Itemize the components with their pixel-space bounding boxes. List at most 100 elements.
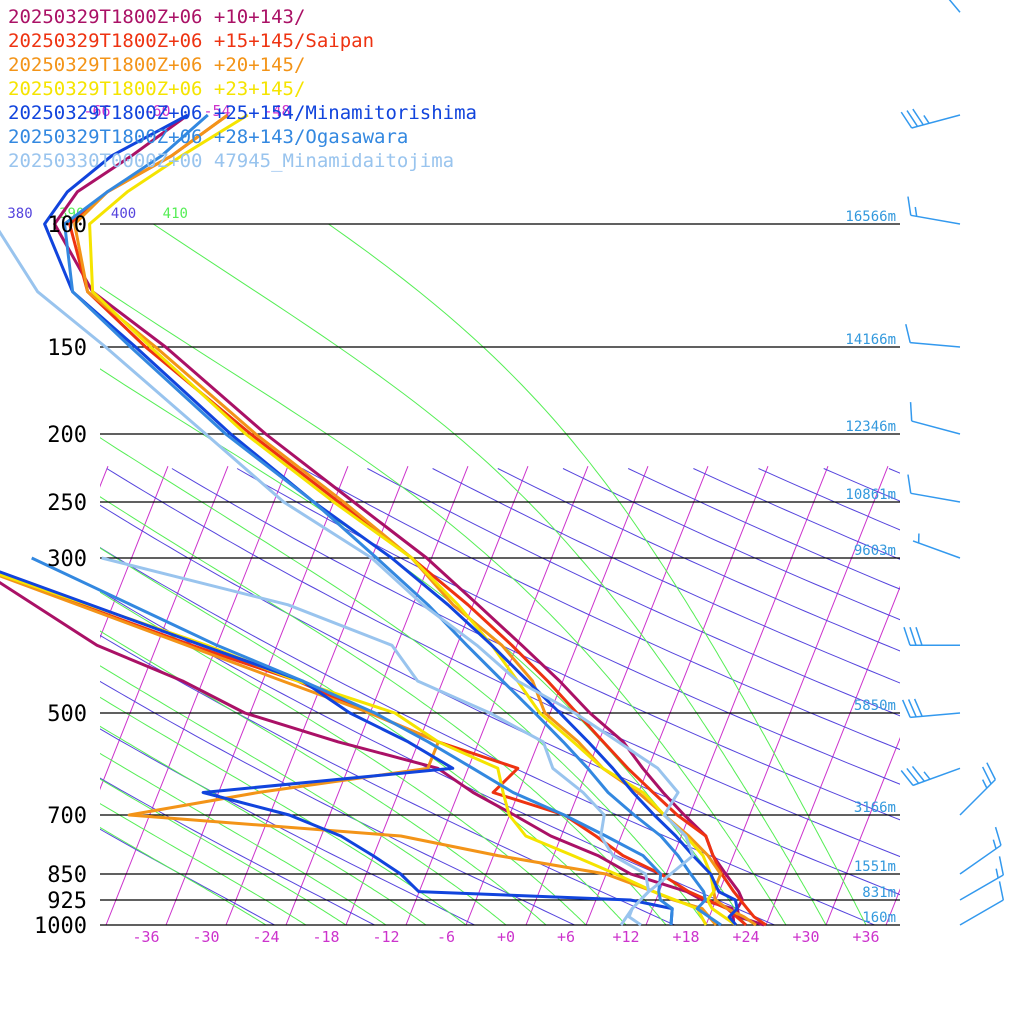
temp-axis-label: +12 bbox=[612, 928, 639, 946]
dry-adiabat-line bbox=[100, 680, 575, 925]
height-label: 12346m bbox=[845, 419, 896, 435]
isotherm-line bbox=[1006, 466, 1024, 925]
pressure-label: 250 bbox=[47, 491, 87, 516]
wind-barbs bbox=[900, 0, 1005, 926]
height-label: 14166m bbox=[845, 332, 896, 348]
dry-adiabat-line bbox=[100, 777, 375, 925]
wind-barb bbox=[909, 402, 961, 435]
pressure-label: 500 bbox=[47, 702, 87, 727]
isotherm-line bbox=[100, 465, 169, 639]
temp-axis-label: +24 bbox=[732, 928, 759, 946]
dewpoint-line bbox=[101, 556, 651, 926]
dry-adiabat-line bbox=[1019, 469, 1024, 926]
upper-temp-label: -66 bbox=[83, 102, 110, 120]
wind-barb bbox=[903, 627, 960, 647]
height-label: 10861m bbox=[845, 487, 896, 503]
theta-label: 400 bbox=[111, 206, 136, 222]
temperature-line bbox=[43, 113, 739, 926]
dry-adiabat-line bbox=[627, 468, 900, 590]
pressure-label: 100 bbox=[47, 213, 87, 238]
wind-barb bbox=[901, 698, 961, 719]
upper-temp-label: -60 bbox=[143, 102, 170, 120]
legend: 20250329T1800Z+06 +10+143/20250329T1800Z… bbox=[8, 6, 477, 172]
dry-adiabat-line bbox=[954, 469, 1024, 926]
legend-item: 20250329T1800Z+06 +10+143/ bbox=[8, 6, 305, 28]
wind-barb bbox=[907, 196, 961, 225]
wind-barb bbox=[912, 533, 961, 559]
dewpoint-line bbox=[31, 556, 674, 926]
isotherm-line bbox=[100, 465, 229, 791]
wind-barb bbox=[900, 765, 961, 787]
theta-label: 380 bbox=[7, 206, 32, 222]
moist-adiabat-line bbox=[100, 496, 667, 925]
wind-barb bbox=[959, 881, 1005, 926]
height-label: 16566m bbox=[845, 209, 896, 225]
dewpoint-line bbox=[0, 570, 674, 926]
dry-adiabat-line bbox=[301, 468, 900, 751]
dry-adiabat-line bbox=[497, 468, 900, 652]
dry-adiabat-line bbox=[432, 468, 900, 684]
height-label: 9603m bbox=[854, 543, 896, 559]
wind-barb bbox=[959, 762, 997, 816]
wind-barb bbox=[948, 0, 961, 13]
dry-adiabat-line bbox=[100, 590, 775, 925]
isotherm-line bbox=[705, 465, 889, 925]
dry-adiabat-line bbox=[562, 468, 900, 621]
upper-temp-label: -54 bbox=[203, 102, 230, 120]
upper-temp-label: -48 bbox=[263, 102, 290, 120]
temperature-line bbox=[63, 113, 722, 927]
moist-adiabat-line bbox=[100, 803, 307, 925]
isotherm-line bbox=[0, 466, 48, 925]
height-label: 3166m bbox=[854, 800, 896, 816]
dry-adiabat-line bbox=[888, 468, 900, 474]
dry-adiabat-line bbox=[100, 828, 275, 925]
isobars: 16566m 14166m 12346m 10861m 9603m 5850m 3166m 1… bbox=[100, 209, 900, 926]
legend-item: 20250330T0000Z+00 47945_Minamidaitojima bbox=[8, 150, 454, 172]
temp-axis-label: +30 bbox=[792, 928, 819, 946]
temperature-line bbox=[68, 113, 767, 927]
isotherm-line bbox=[765, 585, 900, 925]
wind-barb bbox=[959, 856, 1005, 901]
temperature-line bbox=[88, 113, 737, 927]
dry-adiabat-line bbox=[693, 468, 900, 560]
pressure-label: 150 bbox=[47, 336, 87, 361]
temp-axis-label: -36 bbox=[132, 928, 159, 946]
isotherm-line bbox=[165, 465, 349, 925]
theta-label: 410 bbox=[163, 206, 188, 222]
wind-barb bbox=[907, 474, 961, 503]
legend-item: 20250329T1800Z+06 +23+145/ bbox=[8, 78, 305, 100]
pressure-label: 925 bbox=[47, 889, 87, 914]
wind-barb bbox=[905, 324, 961, 348]
dry-adiabat-line bbox=[100, 634, 675, 925]
dry-adiabat-line bbox=[171, 468, 900, 821]
temperature-line bbox=[53, 113, 765, 927]
isotherm-line bbox=[405, 465, 589, 925]
temp-axis-label: +6 bbox=[557, 928, 575, 946]
isotherm-line bbox=[825, 737, 900, 925]
temp-axis-label: -24 bbox=[252, 928, 279, 946]
isotherm-line bbox=[645, 465, 829, 925]
dewpoint-line bbox=[0, 580, 736, 926]
legend-item: 20250329T1800Z+06 +25+154/Minamitorishim… bbox=[8, 102, 477, 124]
temperature-line bbox=[0, 229, 695, 927]
upper-temperature-labels: -66 -60 -54 -48 bbox=[83, 102, 290, 120]
isotherm-line bbox=[285, 465, 469, 925]
temp-axis-label: -6 bbox=[437, 928, 455, 946]
height-label: 160m bbox=[862, 910, 896, 926]
dry-adiabat-line bbox=[367, 468, 900, 717]
pressure-label: 700 bbox=[47, 804, 87, 829]
isotherm-line bbox=[225, 465, 409, 925]
wind-barb bbox=[959, 826, 1002, 875]
dry-adiabat-line bbox=[100, 546, 875, 925]
temp-axis-label: +36 bbox=[852, 928, 879, 946]
temp-axis-label: -12 bbox=[372, 928, 399, 946]
temp-axis-label: -30 bbox=[192, 928, 219, 946]
dry-adiabat-line bbox=[106, 468, 900, 858]
height-label: 5850m bbox=[854, 698, 896, 714]
legend-item: 20250329T1800Z+06 +28+143/Ogasawara bbox=[8, 126, 408, 148]
sounding-series bbox=[0, 113, 767, 927]
isotherm-line bbox=[885, 888, 900, 925]
pressure-label: 200 bbox=[47, 423, 87, 448]
